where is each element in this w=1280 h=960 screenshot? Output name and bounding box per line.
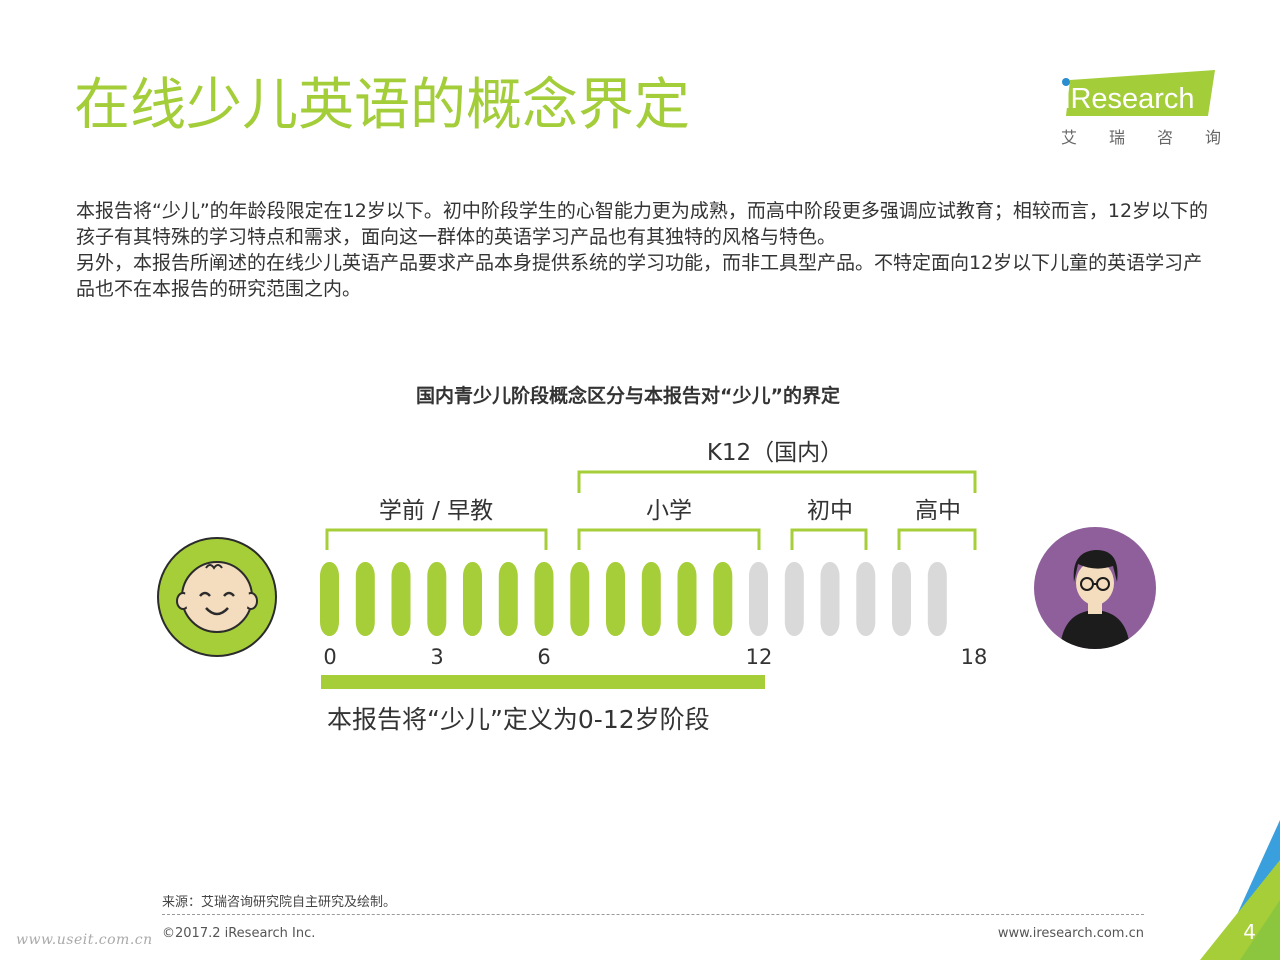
footer-divider (162, 914, 1144, 915)
year-pill (463, 562, 482, 636)
year-pill (677, 562, 697, 636)
copyright-text: ©2017.2 iResearch Inc. (162, 926, 316, 941)
logo-char: 咨 (1156, 128, 1173, 147)
k12-label: K12（国内） (707, 440, 843, 466)
stage-label-senior: 高中 (915, 498, 961, 524)
stage-label-junior: 初中 (807, 498, 853, 524)
year-pill (427, 562, 447, 636)
stage-label-preschool: 学前 / 早教 (379, 498, 493, 524)
year-pill (498, 562, 518, 636)
year-pill (927, 562, 947, 636)
year-pill (320, 562, 339, 636)
year-pill (570, 562, 590, 636)
corner-decoration (1200, 820, 1280, 960)
k12-bracket (577, 470, 977, 493)
iresearch-logo: iResearch (1062, 70, 1215, 116)
year-pill (892, 562, 911, 636)
footer-url: www.iresearch.com.cn (997, 926, 1144, 941)
intro-text: 本报告将“少儿”的年龄段限定在12岁以下。初中阶段学生的心智能力更为成熟，而高中… (76, 198, 1216, 302)
intro-paragraph-2: 另外，本报告所阐述的在线少儿英语产品要求产品本身提供系统的学习功能，而非工具型产… (76, 252, 1203, 300)
age-tick: 12 (746, 645, 773, 669)
child-face-icon (157, 537, 277, 657)
year-pill (784, 562, 804, 636)
year-pill (820, 562, 840, 636)
year-pill (713, 562, 733, 636)
year-pill (606, 562, 625, 636)
logo-banner (1066, 70, 1215, 116)
year-pills (320, 562, 947, 636)
logo-brand-text: iResearch (1064, 83, 1195, 115)
stage-bracket-preschool (325, 528, 548, 550)
definition-bar (321, 675, 765, 689)
age-timeline-diagram: K12（国内） 学前 / 早教 小学 初中 高中 0 3 6 12 18 本报告… (157, 440, 1156, 734)
year-pill (641, 562, 661, 636)
intro-paragraph-1: 本报告将“少儿”的年龄段限定在12岁以下。初中阶段学生的心智能力更为成熟，而高中… (76, 200, 1209, 248)
stage-label-primary: 小学 (646, 498, 692, 524)
age-tick: 18 (961, 645, 988, 669)
stage-bracket-primary (577, 528, 761, 550)
age-tick: 6 (537, 645, 550, 669)
stage-bracket-senior (897, 528, 977, 550)
logo-char: 询 (1204, 128, 1221, 147)
definition-text: 本报告将“少儿”定义为0-12岁阶段 (327, 705, 710, 734)
year-pill (749, 562, 768, 636)
year-pill (534, 562, 554, 636)
year-pill (355, 562, 375, 636)
source-note: 来源：艾瑞咨询研究院自主研究及绘制。 (162, 895, 397, 910)
logo-char: 艾 (1061, 128, 1078, 147)
age-tick: 0 (323, 645, 336, 669)
year-pill (856, 562, 876, 636)
year-pill (391, 562, 411, 636)
diagram-title: 国内青少儿阶段概念区分与本报告对“少儿”的界定 (416, 385, 840, 407)
logo-dot-icon (1062, 78, 1070, 86)
age-tick: 3 (430, 645, 443, 669)
stage-bracket-junior (790, 528, 868, 550)
logo-subtitle: 艾 瑞 咨 询 (1061, 124, 1221, 148)
logo-char: 瑞 (1108, 128, 1125, 147)
watermark-text: www.useit.com.cn (16, 932, 153, 948)
adult-glasses-icon (1034, 527, 1156, 649)
page-title: 在线少儿英语的概念界定 (74, 73, 690, 138)
page-number: 4 (1243, 920, 1256, 944)
